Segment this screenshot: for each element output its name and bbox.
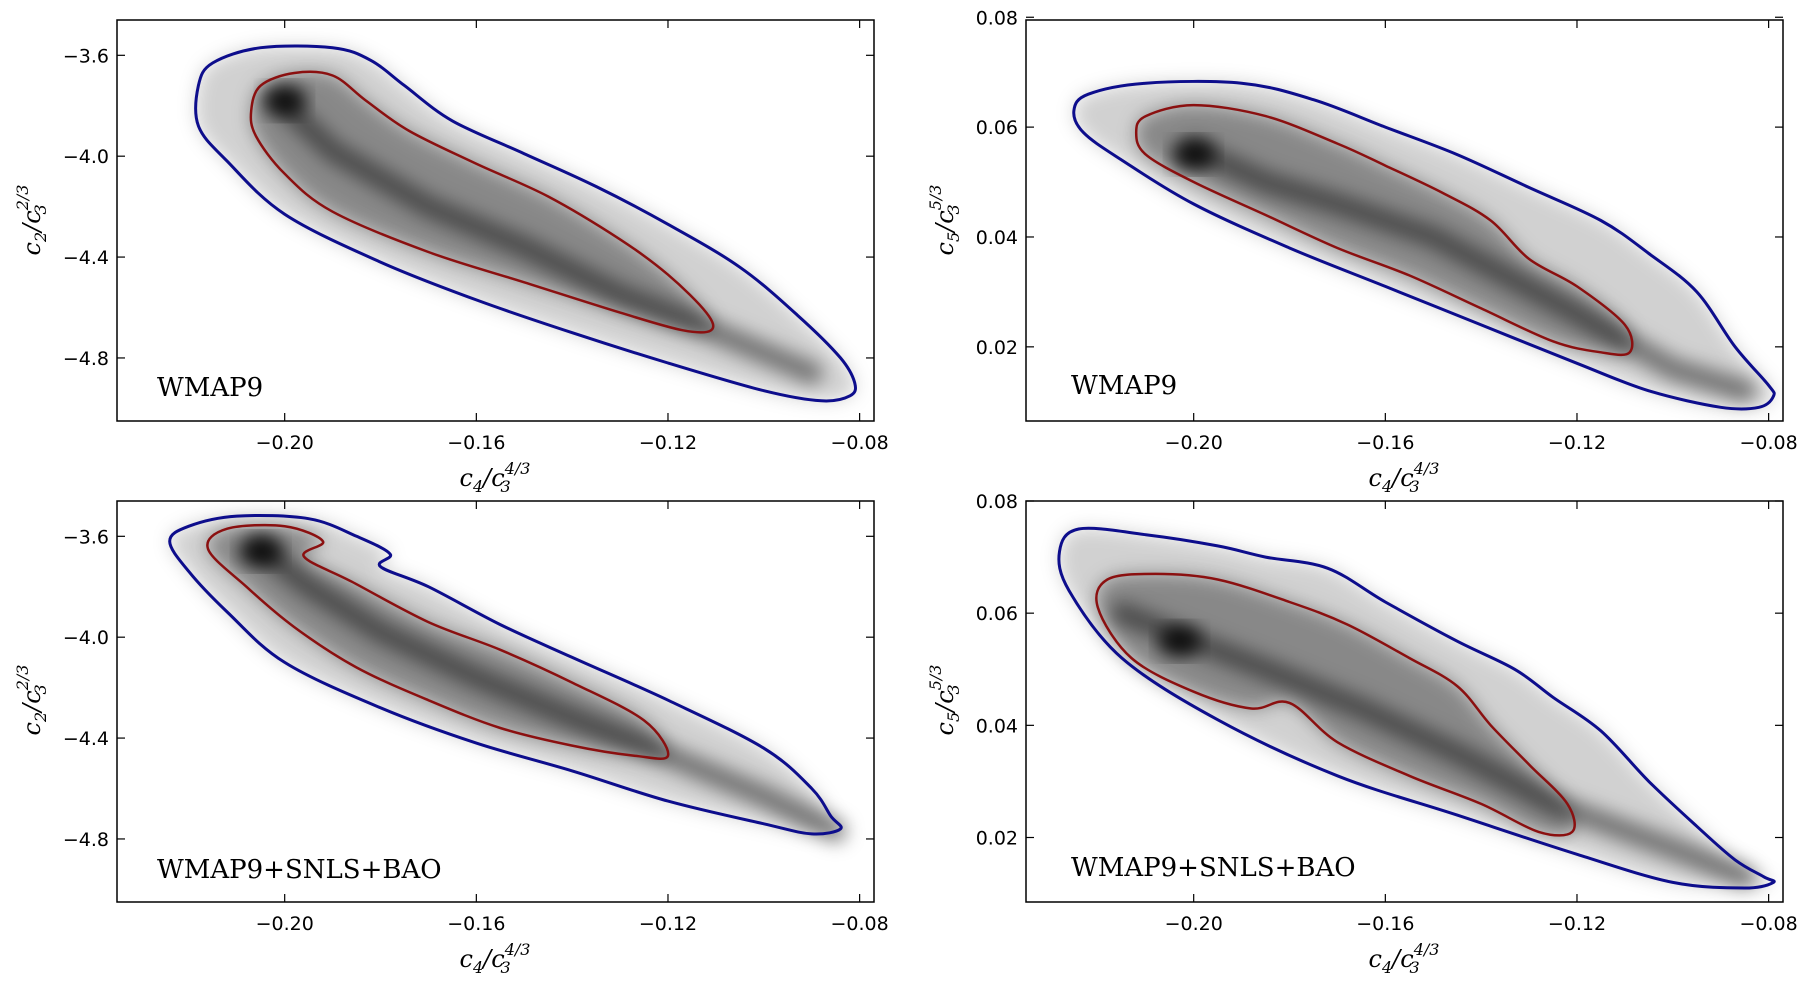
x-tick-label: −0.16: [1356, 432, 1414, 454]
density-map: [1058, 528, 1775, 888]
density-peak: [262, 84, 307, 117]
y-tick-label: −4.0: [63, 627, 109, 649]
density-map: [169, 515, 847, 843]
y-tick-label: 0.08: [976, 7, 1018, 29]
contours: [168, 513, 843, 836]
contour-68: [1095, 572, 1576, 837]
density-peak: [1171, 138, 1216, 171]
x-axis-label: c4/c4/3 3: [1369, 940, 1440, 977]
panel-top-left: −0.20 −0.16 −0.12 −0.08 −3.6 −4.0 −4.4 −4.8 WMA…: [13, 19, 889, 496]
y-tick-label: −4.4: [63, 247, 109, 269]
density-ridge: [273, 94, 823, 385]
x-tick-label: −0.08: [831, 913, 889, 935]
x-tick-label: −0.20: [256, 432, 314, 454]
x-tick-label: −0.12: [639, 432, 697, 454]
panel-bottom-left: −0.20 −0.16 −0.12 −0.08 −3.6 −4.0 −4.4 −4.8 WMA…: [13, 500, 889, 977]
contour-68: [1134, 103, 1634, 357]
plot-frame: [1025, 19, 1784, 422]
y-tick-label: −4.0: [63, 146, 109, 168]
axis-ticks: −0.20 −0.16 −0.12 −0.08 0.02 0.04 0.06 0.08: [976, 7, 1798, 454]
density-inner-band: [250, 71, 714, 333]
density-ridge: [1110, 602, 1756, 888]
y-tick-label: 0.04: [976, 227, 1018, 249]
panel-annotation: WMAP9: [1071, 371, 1177, 401]
panel-bottom-right: −0.20 −0.16 −0.12 −0.08 0.02 0.04 0.06 0.08 WMA…: [926, 491, 1798, 977]
contour-95: [168, 513, 843, 836]
panel-annotation: WMAP9: [157, 373, 263, 403]
x-tick-label: −0.08: [1740, 913, 1798, 935]
contour-68: [249, 70, 715, 334]
y-tick-label: −3.6: [63, 45, 109, 67]
y-tick-label: 0.02: [976, 337, 1018, 359]
y-tick-label: −4.4: [63, 728, 109, 750]
x-tick-label: −0.12: [1548, 913, 1606, 935]
x-tick-label: −0.08: [831, 432, 889, 454]
contours: [1072, 79, 1776, 411]
y-tick-label: 0.02: [976, 828, 1018, 850]
y-tick-label: 0.06: [976, 117, 1018, 139]
density-ridge: [249, 537, 847, 843]
density-peak: [1157, 625, 1202, 658]
y-tick-label: 0.06: [976, 603, 1018, 625]
contour-95: [194, 44, 858, 403]
contour-68: [206, 523, 670, 760]
panel-annotation: WMAP9+SNLS+BAO: [1071, 853, 1356, 883]
x-axis-label: c4/c4/3 3: [460, 940, 531, 977]
x-tick-label: −0.08: [1740, 432, 1798, 454]
plot-frame: [1025, 500, 1784, 903]
x-tick-label: −0.20: [256, 913, 314, 935]
y-tick-label: −4.8: [63, 829, 109, 851]
x-tick-label: −0.16: [447, 432, 505, 454]
axis-ticks: −0.20 −0.16 −0.12 −0.08 0.02 0.04 0.06 0.08: [976, 491, 1798, 935]
x-tick-label: −0.16: [1356, 913, 1414, 935]
plot-frame: [116, 19, 875, 422]
plot-frame: [116, 500, 875, 903]
contours: [194, 44, 858, 403]
y-axis-label: c5/c5/33: [926, 185, 963, 256]
y-tick-label: −3.6: [63, 526, 109, 548]
y-axis-label: c2/c2/33: [13, 665, 50, 736]
y-tick-label: 0.08: [976, 491, 1018, 513]
axis-ticks: −0.20 −0.16 −0.12 −0.08 −3.6 −4.0 −4.4 −4.8: [63, 501, 889, 935]
x-tick-label: −0.12: [1548, 432, 1606, 454]
density-map: [195, 45, 856, 401]
x-axis-label: c4/c4/3 3: [1369, 459, 1440, 496]
x-tick-label: −0.16: [447, 913, 505, 935]
panel-top-right: −0.20 −0.16 −0.12 −0.08 0.02 0.04 0.06 0.08 WMA…: [926, 7, 1798, 496]
y-axis-label: c5/c5/33: [926, 665, 963, 736]
contours: [1057, 526, 1776, 890]
panel-annotation: WMAP9+SNLS+BAO: [157, 855, 442, 885]
contour-95: [1072, 79, 1776, 411]
contour-95: [1057, 526, 1776, 890]
x-tick-label: −0.20: [1165, 913, 1223, 935]
x-tick-label: −0.20: [1165, 432, 1223, 454]
density-ridge: [1182, 138, 1756, 402]
y-tick-label: 0.04: [976, 715, 1018, 737]
density-map: [1073, 81, 1775, 410]
x-tick-label: −0.12: [639, 913, 697, 935]
axis-ticks: −0.20 −0.16 −0.12 −0.08 −3.6 −4.0 −4.4 −4.8: [63, 20, 889, 454]
y-axis-label: c2/c2/33: [13, 185, 50, 256]
y-tick-label: −4.8: [63, 348, 109, 370]
density-peak: [238, 535, 283, 568]
x-axis-label: c4/c4/3 3: [460, 459, 531, 496]
